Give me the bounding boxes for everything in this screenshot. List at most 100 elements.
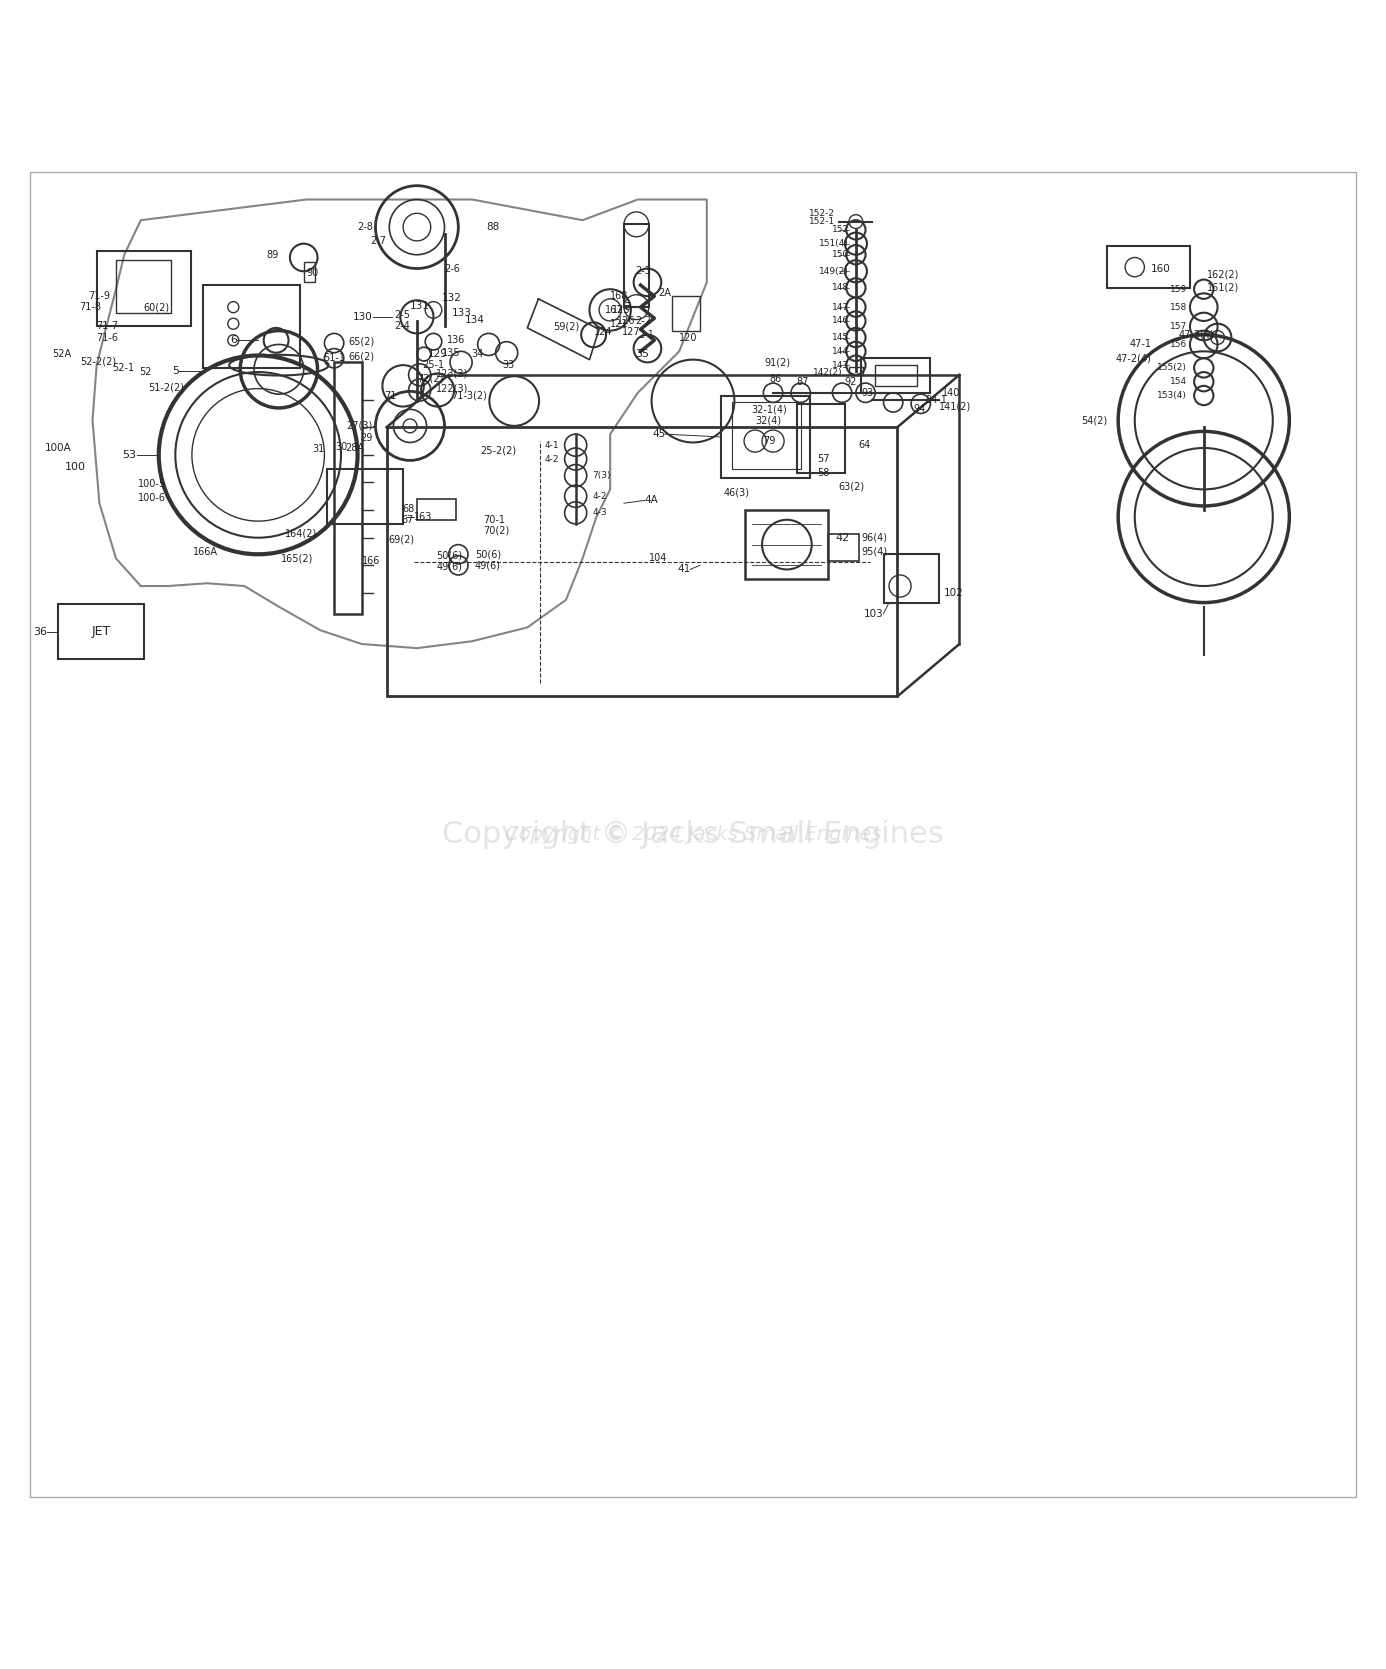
Text: 136: 136 — [448, 335, 466, 345]
Text: 86: 86 — [769, 374, 782, 384]
Bar — [116, 260, 172, 312]
Text: 70-1: 70-1 — [484, 514, 505, 524]
Text: 25-2(2): 25-2(2) — [480, 446, 517, 456]
Text: 41: 41 — [676, 564, 690, 574]
Text: 153(4): 153(4) — [1157, 391, 1188, 401]
Text: 95(4): 95(4) — [862, 546, 887, 556]
Text: 69(2): 69(2) — [388, 534, 414, 544]
Text: 149(2): 149(2) — [819, 267, 850, 275]
Text: 91(2): 91(2) — [765, 357, 791, 367]
Text: 63(2): 63(2) — [839, 482, 863, 492]
Bar — [624, 224, 649, 307]
Text: 47-3(4): 47-3(4) — [1179, 330, 1214, 340]
Text: 92: 92 — [845, 377, 857, 387]
Text: 144: 144 — [832, 347, 850, 355]
Bar — [732, 402, 801, 469]
Text: 152-1: 152-1 — [809, 217, 836, 225]
Text: 4-2: 4-2 — [545, 454, 559, 464]
Text: 165(2): 165(2) — [281, 554, 313, 564]
Text: 2-5: 2-5 — [394, 310, 410, 320]
Bar — [829, 534, 859, 561]
Text: 4A: 4A — [644, 496, 658, 506]
Text: 42: 42 — [836, 532, 850, 542]
Text: 168: 168 — [610, 290, 628, 300]
Text: 33: 33 — [503, 361, 514, 371]
Text: 88: 88 — [486, 222, 499, 232]
Text: 79: 79 — [764, 436, 776, 446]
Text: 52-1: 52-1 — [112, 362, 134, 372]
Text: 32(4): 32(4) — [755, 416, 782, 426]
Bar — [797, 404, 845, 472]
Text: 50(6): 50(6) — [437, 551, 463, 561]
Bar — [862, 359, 930, 392]
Text: Copyright © 2024 Jacks Small Engines: Copyright © 2024 Jacks Small Engines — [505, 824, 881, 845]
Text: 52A: 52A — [53, 349, 72, 359]
Text: 133: 133 — [452, 307, 471, 317]
Text: 167: 167 — [604, 305, 624, 315]
Text: 3: 3 — [624, 302, 631, 312]
Text: 127: 127 — [622, 327, 640, 337]
Text: 96(4): 96(4) — [862, 532, 887, 542]
Bar — [883, 554, 938, 603]
Text: 51-1: 51-1 — [323, 354, 345, 364]
Text: 45: 45 — [653, 429, 665, 439]
Text: 72(2): 72(2) — [417, 374, 444, 384]
Bar — [721, 396, 811, 479]
Text: 123(3): 123(3) — [437, 369, 468, 379]
Text: 147: 147 — [832, 302, 850, 312]
Text: 103: 103 — [863, 609, 883, 619]
Text: 49(6): 49(6) — [475, 561, 500, 571]
Text: 166A: 166A — [193, 546, 218, 556]
Text: 151(4): 151(4) — [819, 239, 850, 249]
Bar — [58, 604, 144, 659]
Text: 71-7: 71-7 — [97, 322, 119, 332]
Text: 59(2): 59(2) — [553, 322, 579, 332]
Text: 27(3): 27(3) — [346, 421, 373, 431]
Text: Copyright © Jacks Small Engines: Copyright © Jacks Small Engines — [442, 819, 944, 850]
Text: 159: 159 — [1170, 285, 1188, 294]
Text: 93: 93 — [862, 387, 873, 397]
Text: 60(2): 60(2) — [144, 302, 169, 312]
Text: 47-1: 47-1 — [1130, 339, 1152, 349]
Text: 67: 67 — [402, 514, 414, 524]
Text: 51-2(2): 51-2(2) — [148, 382, 184, 392]
Bar — [1107, 247, 1191, 287]
Text: 57: 57 — [818, 454, 830, 464]
Text: 2-6: 2-6 — [445, 264, 460, 274]
Text: 124: 124 — [595, 327, 613, 337]
Bar — [875, 366, 916, 386]
Text: 164(2): 164(2) — [286, 529, 317, 539]
Text: 25-1: 25-1 — [423, 361, 445, 371]
Text: 122(3): 122(3) — [437, 384, 468, 394]
Text: 71-8: 71-8 — [79, 302, 101, 312]
Text: 157: 157 — [1170, 322, 1188, 330]
Text: 2-3: 2-3 — [635, 267, 651, 277]
Text: 2-8: 2-8 — [356, 222, 373, 232]
Text: 148: 148 — [832, 284, 850, 292]
Text: 121: 121 — [610, 319, 629, 329]
Text: 132: 132 — [442, 292, 462, 302]
Text: 5: 5 — [172, 366, 179, 376]
Text: 161(2): 161(2) — [1207, 282, 1239, 292]
Text: 120: 120 — [679, 332, 697, 342]
Text: 49(6): 49(6) — [437, 562, 463, 572]
Text: 100: 100 — [65, 462, 86, 472]
Text: 52: 52 — [140, 367, 152, 377]
Text: 141(2): 141(2) — [938, 402, 972, 412]
Text: 58: 58 — [818, 467, 830, 477]
Text: 87: 87 — [797, 377, 809, 387]
Text: 36: 36 — [33, 626, 47, 636]
Text: 100-6: 100-6 — [139, 492, 166, 502]
Text: 156: 156 — [1170, 340, 1188, 349]
Text: 53: 53 — [123, 451, 137, 461]
Text: 125: 125 — [613, 305, 631, 315]
Text: 34: 34 — [471, 349, 484, 359]
Text: 89: 89 — [266, 250, 279, 260]
Text: 64: 64 — [859, 441, 870, 451]
Text: 6: 6 — [230, 335, 237, 345]
Text: 31: 31 — [312, 444, 324, 454]
Text: 30: 30 — [335, 442, 348, 452]
Text: 134: 134 — [466, 314, 485, 324]
Text: 52-2(2): 52-2(2) — [80, 355, 116, 366]
Text: 2-7: 2-7 — [370, 235, 387, 245]
